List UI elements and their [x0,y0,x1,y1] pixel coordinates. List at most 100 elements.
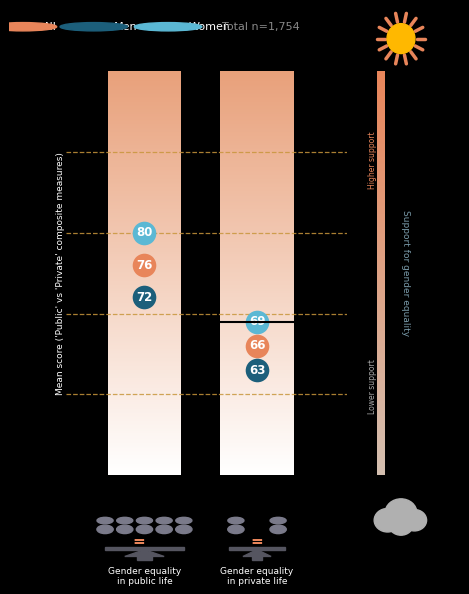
Bar [377,311,385,312]
Bar [220,435,294,436]
Bar [108,155,181,156]
Ellipse shape [117,525,133,533]
Bar [108,350,181,351]
Bar [108,98,181,100]
Bar [377,98,385,100]
Bar [377,428,385,429]
Bar [377,346,385,347]
Bar [220,184,294,186]
Bar [220,284,294,285]
Bar [377,397,385,399]
Text: All: All [43,22,57,31]
Bar [108,347,181,349]
Bar [108,93,181,94]
Bar [108,128,181,129]
Bar [377,203,385,204]
Bar [108,459,181,460]
Bar [377,460,385,462]
Bar [220,450,294,451]
Bar [377,315,385,317]
Bar [220,328,294,330]
Bar [220,296,294,298]
Bar [108,385,181,386]
Bar [108,334,181,335]
Bar [377,121,385,122]
Bar [108,207,181,208]
Bar [108,327,181,328]
Bar [377,116,385,117]
Bar [377,416,385,418]
Bar [220,432,294,434]
Circle shape [270,517,286,524]
Bar [377,140,385,141]
Bar [377,388,385,389]
Bar [108,221,181,222]
Bar [108,116,181,117]
Bar [108,157,181,159]
Ellipse shape [97,525,113,533]
Bar [108,307,181,308]
Bar [220,369,294,370]
Text: Total n=1,754: Total n=1,754 [222,22,300,31]
Bar [108,474,181,475]
Bar [108,436,181,438]
Bar [220,254,294,256]
Bar [377,405,385,406]
Bar [220,206,294,207]
Bar [220,245,294,247]
Bar [220,160,294,162]
Bar [377,202,385,203]
Bar [377,93,385,94]
Bar [108,418,181,419]
Bar [220,98,294,100]
Bar [377,451,385,452]
Bar [108,469,181,470]
Bar [108,117,181,118]
Bar [220,454,294,455]
Bar [220,186,294,187]
Bar [108,320,181,322]
Bar [220,300,294,302]
Bar [220,346,294,347]
Bar [377,307,385,308]
Bar [220,444,294,446]
Bar [220,89,294,90]
Bar [377,113,385,115]
Bar [220,353,294,354]
Bar [108,296,181,298]
Bar [108,377,181,378]
Bar [377,470,385,471]
Bar [108,403,181,404]
Bar [220,451,294,452]
Bar [220,312,294,314]
Bar [108,144,181,146]
Bar [220,110,294,112]
Bar [108,288,181,289]
Bar [108,339,181,340]
Bar [108,199,181,201]
Bar [108,219,181,221]
Bar [108,191,181,192]
Bar [377,299,385,300]
Bar [108,323,181,324]
Bar [108,455,181,456]
Bar [108,108,181,109]
Bar [377,377,385,378]
Bar [220,350,294,351]
Bar [220,378,294,380]
Bar [377,166,385,167]
Bar [377,381,385,383]
Bar [108,248,181,249]
Bar [220,232,294,233]
Bar [108,317,181,318]
Bar [220,103,294,105]
Bar [220,404,294,405]
Bar [377,229,385,230]
Bar [377,210,385,211]
Bar [108,448,181,450]
Bar [377,112,385,113]
Bar [377,420,385,421]
Bar [377,108,385,109]
Bar [220,71,294,72]
Bar [220,105,294,106]
